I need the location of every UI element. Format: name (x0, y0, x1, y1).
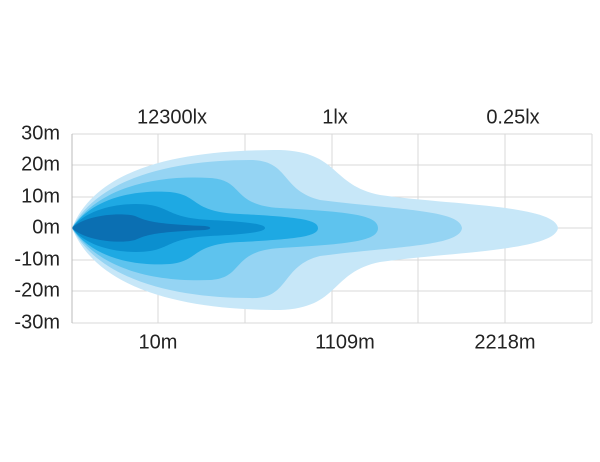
y-label: -20m (14, 279, 60, 301)
y-label: 10m (21, 185, 60, 207)
y-labels: 30m 20m 10m 0m -10m -20m -30m (14, 122, 60, 333)
contour (72, 214, 211, 242)
illuminance-label: 0.25lx (486, 106, 539, 128)
bottom-labels: 10m 1109m 2218m (139, 331, 536, 353)
distance-label: 10m (139, 331, 178, 353)
distance-label: 2218m (474, 331, 535, 353)
beam-contours (72, 150, 558, 310)
y-label: 0m (32, 216, 60, 238)
illuminance-label: 1lx (322, 106, 348, 128)
illuminance-label: 12300lx (137, 106, 207, 128)
y-label: -30m (14, 311, 60, 333)
y-label: -10m (14, 248, 60, 270)
y-label: 30m (21, 122, 60, 144)
distance-label: 1109m (315, 331, 375, 353)
top-labels: 12300lx 1lx 0.25lx (137, 106, 540, 128)
y-label: 20m (21, 153, 60, 175)
